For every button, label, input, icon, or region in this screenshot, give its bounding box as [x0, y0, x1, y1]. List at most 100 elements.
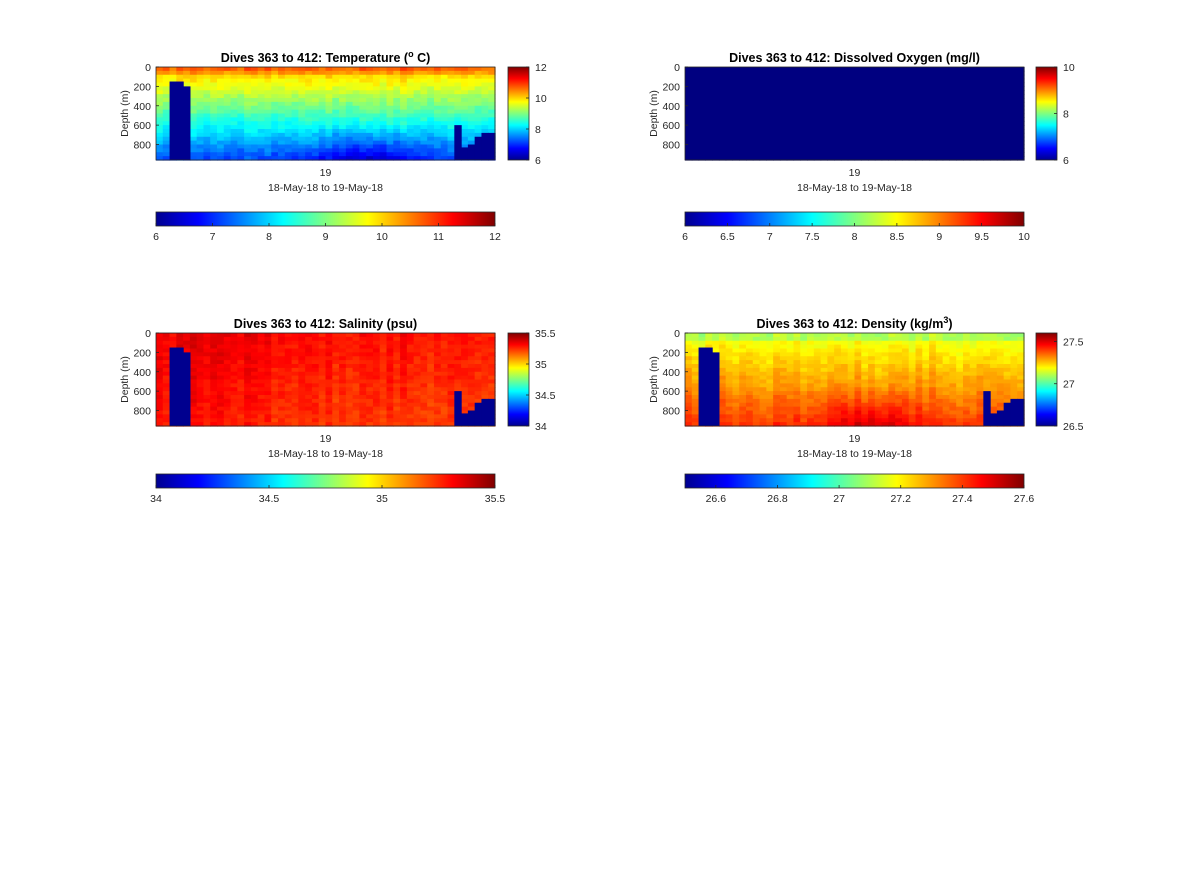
- heatmap-cell: [861, 148, 869, 153]
- heatmap-cell: [766, 414, 774, 419]
- heatmap-cell: [250, 148, 259, 153]
- heatmap-cell: [922, 94, 930, 99]
- heatmap-cell: [271, 67, 279, 72]
- heatmap-cell: [217, 117, 225, 122]
- heatmap-cell: [345, 364, 354, 369]
- heatmap-cell: [773, 67, 781, 72]
- heatmap-cell: [305, 340, 313, 346]
- heatmap-cell: [1017, 140, 1025, 146]
- heatmap-cell: [420, 395, 428, 400]
- heatmap-cell: [230, 86, 238, 91]
- heatmap-cell: [413, 379, 422, 384]
- heatmap-cell: [996, 364, 1005, 369]
- heatmap-cell: [318, 148, 327, 153]
- y-tick-label: 600: [133, 120, 151, 132]
- heatmap-cell: [467, 348, 476, 353]
- heatmap-cell: [827, 410, 835, 415]
- heatmap-cell: [847, 410, 856, 415]
- heatmap-cell: [352, 148, 360, 153]
- heatmap-cell: [467, 402, 476, 408]
- heatmap-cell: [467, 67, 476, 72]
- heatmap-cell: [345, 78, 354, 84]
- heatmap-cell: [325, 148, 333, 153]
- heatmap-cell: [827, 109, 835, 115]
- heatmap-cell: [311, 82, 320, 87]
- heatmap-cell: [291, 105, 299, 111]
- axes-frame: [684, 332, 1025, 427]
- missing-data-bar: [990, 413, 998, 426]
- heatmap-cell: [156, 156, 164, 161]
- heatmap-cell: [746, 148, 754, 153]
- heatmap-cell: [325, 129, 333, 134]
- heatmap-cell: [773, 90, 781, 95]
- heatmap-cell: [230, 148, 238, 153]
- heatmap-cell: [474, 356, 483, 361]
- heatmap-cell: [766, 74, 774, 80]
- heatmap-cell: [447, 352, 455, 357]
- heatmap-cell: [284, 98, 293, 103]
- heatmap-cell: [813, 90, 822, 95]
- heatmap-cell: [162, 125, 171, 130]
- heatmap-cell: [339, 74, 347, 80]
- heatmap-cell: [189, 414, 198, 419]
- heatmap-cell: [976, 402, 984, 408]
- heatmap-cell: [922, 129, 930, 134]
- heatmap-cell: [901, 94, 910, 99]
- heatmap-cell: [1003, 379, 1012, 384]
- heatmap-cell: [156, 402, 164, 408]
- heatmap-cell: [271, 156, 279, 161]
- heatmap-cell: [800, 125, 808, 130]
- heatmap-cell: [800, 148, 808, 153]
- heatmap-cell: [752, 414, 761, 419]
- heatmap-cell: [230, 379, 238, 384]
- heatmap-cell: [827, 90, 835, 95]
- heatmap-cell: [746, 156, 754, 161]
- heatmap-cell: [291, 132, 299, 138]
- heatmap-cell: [386, 67, 394, 72]
- heatmap-cell: [901, 98, 910, 103]
- heatmap-cell: [766, 86, 774, 91]
- heatmap-cell: [196, 67, 205, 72]
- heatmap-cell: [895, 395, 903, 400]
- heatmap-cell: [311, 105, 320, 111]
- heatmap-cell: [949, 82, 957, 87]
- heatmap-cell: [379, 129, 388, 134]
- heatmap-cell: [250, 406, 259, 412]
- heatmap-cell: [481, 387, 489, 392]
- heatmap-cell: [386, 352, 394, 357]
- heatmap-cell: [386, 144, 394, 149]
- heatmap-cell: [888, 156, 896, 161]
- heatmap-cell: [400, 67, 408, 72]
- heatmap-cell: [1003, 105, 1012, 111]
- heatmap-cell: [162, 406, 171, 412]
- heatmap-cell: [325, 383, 333, 388]
- heatmap-cell: [773, 356, 781, 361]
- heatmap-cell: [874, 78, 883, 84]
- heatmap-cell: [779, 418, 788, 423]
- heatmap-cell: [942, 101, 951, 107]
- heatmap-cell: [257, 391, 266, 396]
- heatmap-cell: [712, 74, 720, 80]
- heatmap-cell: [996, 356, 1005, 361]
- heatmap-cell: [284, 132, 293, 138]
- heatmap-cell: [345, 371, 354, 377]
- heatmap-cell: [983, 82, 991, 87]
- heatmap-cell: [1010, 152, 1018, 157]
- heatmap-cell: [196, 387, 205, 392]
- heatmap-cell: [325, 74, 333, 80]
- missing-data-bar: [461, 413, 469, 426]
- heatmap-cell: [983, 109, 991, 115]
- heatmap-cell: [237, 414, 245, 419]
- heatmap-cell: [332, 352, 340, 357]
- heatmap-cell: [732, 340, 740, 346]
- heatmap-cell: [454, 86, 462, 91]
- heatmap-cell: [888, 152, 896, 157]
- heatmap-cell: [305, 375, 313, 381]
- heatmap-cell: [400, 367, 408, 373]
- heatmap-cell: [868, 117, 876, 122]
- heatmap-cell: [773, 379, 781, 384]
- heatmap-cell: [386, 113, 394, 118]
- heatmap-cell: [793, 379, 801, 384]
- heatmap-cell: [874, 340, 883, 346]
- heatmap-cell: [366, 129, 374, 134]
